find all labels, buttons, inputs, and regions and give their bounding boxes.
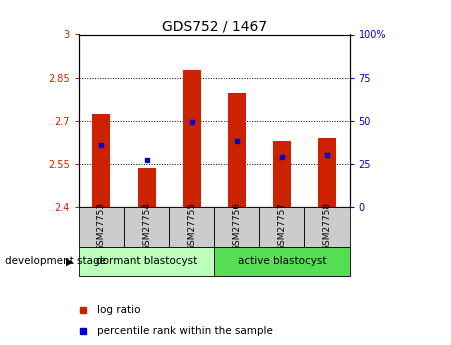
Text: GSM27757: GSM27757 (277, 201, 286, 250)
Bar (183, 70, 201, 207)
Bar (273, 141, 291, 207)
Text: GSM27755: GSM27755 (187, 201, 196, 250)
Text: ▶: ▶ (66, 256, 74, 266)
Bar (79, 207, 124, 247)
Bar (169, 207, 214, 247)
Text: development stage: development stage (5, 256, 106, 266)
Bar (214, 247, 350, 276)
Bar (318, 138, 336, 207)
Bar (124, 207, 169, 247)
Bar (214, 207, 259, 247)
Text: dormant blastocyst: dormant blastocyst (96, 256, 197, 266)
Text: GSM27756: GSM27756 (232, 201, 241, 250)
Text: active blastocyst: active blastocyst (238, 256, 326, 266)
Bar (79, 247, 214, 276)
Title: GDS752 / 1467: GDS752 / 1467 (161, 19, 267, 33)
Bar (138, 168, 156, 207)
Bar (92, 114, 110, 207)
Text: percentile rank within the sample: percentile rank within the sample (97, 326, 273, 336)
Text: GSM27753: GSM27753 (97, 201, 106, 250)
Text: GSM27754: GSM27754 (142, 201, 151, 250)
Text: GSM27758: GSM27758 (322, 201, 331, 250)
Text: log ratio: log ratio (97, 305, 140, 315)
Bar (304, 207, 350, 247)
Bar (228, 93, 246, 207)
Bar (259, 207, 304, 247)
